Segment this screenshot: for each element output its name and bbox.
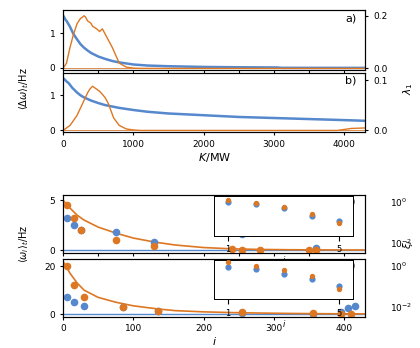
Text: $\langle\omega_i\rangle_t$/Hz: $\langle\omega_i\rangle_t$/Hz: [17, 224, 31, 263]
X-axis label: $K$/MW: $K$/MW: [197, 151, 231, 164]
Text: b): b): [345, 76, 356, 86]
Point: [63, 202, 70, 208]
Point: [113, 229, 119, 235]
Point: [306, 247, 312, 253]
Point: [70, 283, 77, 288]
Point: [313, 245, 320, 251]
Text: d): d): [345, 261, 356, 270]
Point: [348, 311, 355, 317]
Point: [155, 309, 161, 314]
Point: [81, 303, 87, 309]
Point: [239, 310, 246, 316]
Point: [309, 311, 316, 316]
Point: [239, 310, 246, 315]
Point: [151, 243, 158, 248]
Point: [337, 311, 344, 317]
Text: $10^0$: $10^0$: [390, 197, 407, 209]
Point: [63, 215, 70, 221]
Point: [70, 215, 77, 221]
Text: c): c): [346, 197, 356, 207]
Text: $\lambda_1$: $\lambda_1$: [401, 82, 415, 95]
Text: a): a): [345, 14, 356, 23]
Point: [77, 227, 84, 233]
Point: [352, 303, 358, 309]
Point: [70, 222, 77, 228]
Text: $10^{-2}$: $10^{-2}$: [390, 238, 412, 250]
Text: $\langle\Delta\omega\rangle_t$/Hz: $\langle\Delta\omega\rangle_t$/Hz: [17, 68, 31, 110]
X-axis label: $i$: $i$: [212, 335, 217, 347]
Point: [77, 227, 84, 233]
Point: [155, 308, 161, 314]
Point: [337, 309, 344, 315]
Point: [257, 247, 263, 252]
Point: [239, 247, 246, 252]
Point: [70, 299, 77, 305]
Point: [81, 295, 87, 300]
Point: [239, 231, 246, 237]
Point: [309, 310, 316, 316]
Text: $\xi_i$: $\xi_i$: [401, 239, 415, 248]
Point: [63, 263, 70, 269]
Text: $10^0$: $10^0$: [390, 261, 407, 273]
Point: [119, 304, 126, 310]
Point: [63, 295, 70, 300]
Point: [313, 247, 320, 253]
Point: [228, 246, 235, 252]
Text: $10^{-2}$: $10^{-2}$: [390, 301, 412, 314]
Point: [151, 239, 158, 245]
Point: [119, 304, 126, 310]
Point: [344, 306, 351, 311]
Point: [113, 237, 119, 243]
